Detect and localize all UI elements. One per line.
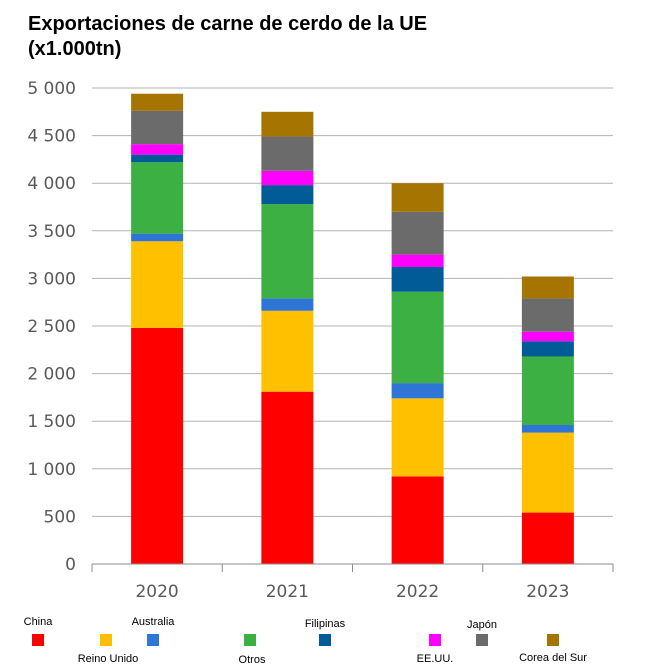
bar-segment [131,110,184,145]
bar-segment [391,183,444,212]
chart-title-line1: Exportaciones de carne de cerdo de la UE [28,13,428,35]
bar-segment [131,233,184,242]
y-tick-label: 1 000 [27,460,76,480]
bar-segment [261,170,314,186]
bar-segment [261,136,314,171]
bar-segment [261,204,314,299]
legend-swatch [147,634,159,646]
bar-segment [261,391,314,564]
bar-segment [521,298,574,332]
legend-swatch [32,634,44,646]
bar-segment [131,144,184,155]
bar-segment [261,298,314,311]
legend-label: Filipinas [305,618,346,630]
bar-segment [521,425,574,433]
x-tick-label: 2021 [266,582,309,602]
legend: China Reino Unido Australia Otros Filipinas E… [24,616,588,666]
bar-segment [391,476,444,564]
legend-label: China [24,616,54,628]
bar-segment [391,254,444,267]
legend-label: Otros [239,654,266,666]
bar-segment [131,154,184,163]
bar-segment [391,291,444,384]
legend-swatch [244,634,256,646]
legend-swatch [100,634,112,646]
y-tick-label: 0 [65,555,76,575]
y-tick-label: 2 500 [27,317,76,337]
x-tick-label: 2020 [135,582,178,602]
y-tick-label: 3 000 [27,269,76,289]
legend-label: Reino Unido [78,653,139,665]
bar-segment [521,331,574,342]
y-tick-label: 500 [44,507,76,527]
axes: 0 500 1 000 1 500 2 000 2 500 3 000 3 500 4 000 4… [27,79,614,602]
legend-swatch [547,634,559,646]
bar-segment [391,266,444,292]
bar-segment [521,432,574,513]
legend-label: Japón [467,619,497,631]
x-tick-label: 2022 [396,582,439,602]
legend-label: Australia [132,616,176,628]
legend-swatch [429,634,441,646]
bar-segment [521,341,574,357]
bar-segment [391,211,444,255]
bar-segment [521,512,574,564]
bar-segment [521,356,574,426]
y-tick-label: 3 500 [27,222,76,242]
bar-segment [521,276,574,299]
chart-title-line2: (x1.000tn) [28,38,122,60]
legend-label: Corea del Sur [519,652,587,664]
x-tick-label: 2023 [526,582,569,602]
y-tick-label: 4 000 [27,174,76,194]
bar-segment [131,162,184,234]
bar-segment [391,398,444,477]
bar-segment [131,327,184,564]
bar-segment [391,383,444,399]
bar-segment [131,241,184,328]
y-tick-label: 5 000 [27,79,76,99]
legend-swatch [476,634,488,646]
bar-segment [131,93,184,111]
y-tick-label: 1 500 [27,412,76,432]
legend-swatch [319,634,331,646]
legend-label: EE.UU. [417,653,454,665]
y-tick-label: 4 500 [27,127,76,147]
y-tick-label: 2 000 [27,365,76,385]
bar-segment [261,310,314,392]
bar-segment [261,185,314,205]
chart-title: Exportaciones de carne de cerdo de la UE… [28,12,427,62]
bar-segment [261,111,314,137]
bars [131,93,574,564]
